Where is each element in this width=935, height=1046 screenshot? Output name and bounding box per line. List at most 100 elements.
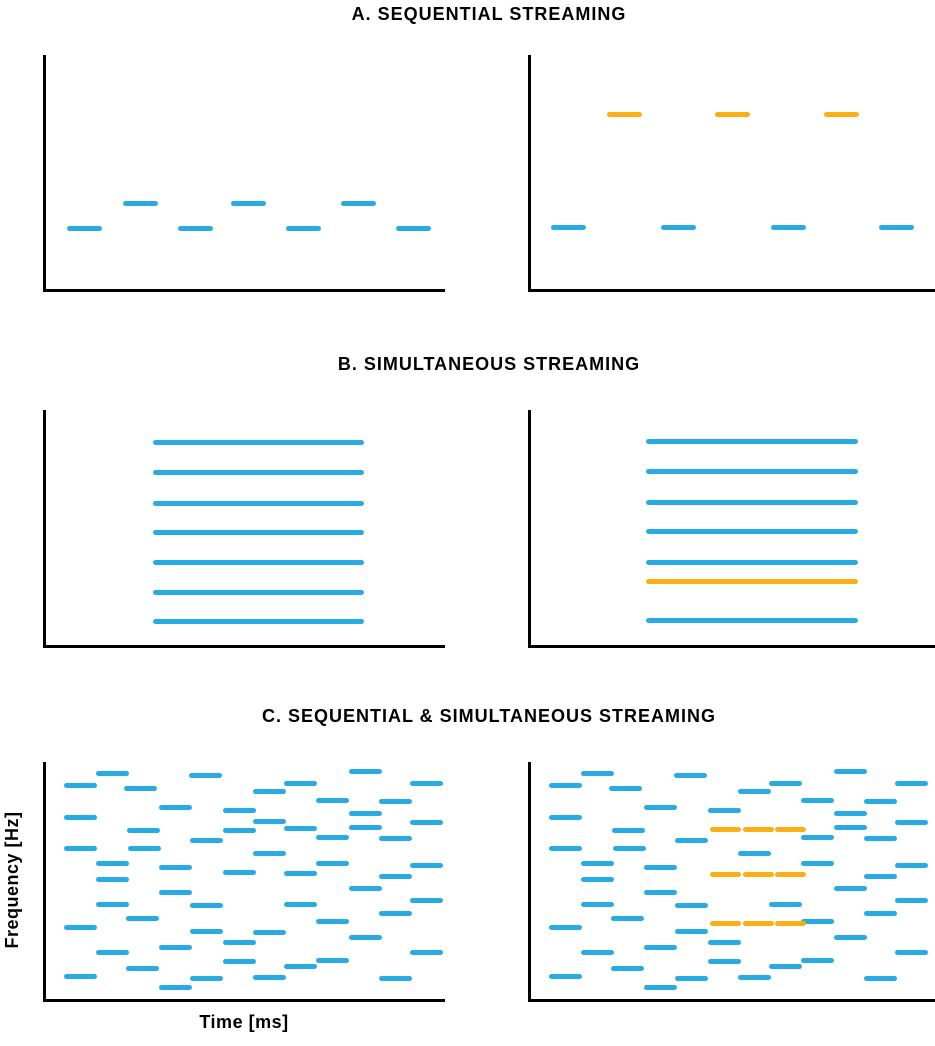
tone-dash-blue (283, 901, 317, 907)
tone-dash-blue (315, 918, 349, 924)
panel-a-right-two-streams (528, 55, 935, 292)
tone-dash-blue (548, 782, 582, 788)
tone-dash-blue (608, 785, 642, 791)
tone-dash-blue (833, 824, 867, 830)
tone-dash-blue (222, 807, 256, 813)
tone-dash-orange (774, 920, 806, 926)
tone-dash-blue (800, 957, 834, 963)
tone-dash-blue (409, 819, 443, 825)
tone-dash-blue (863, 835, 897, 841)
section-c-title: C. SEQUENTIAL & SIMULTANEOUS STREAMING (261, 706, 716, 726)
tone-dash-blue (610, 965, 644, 971)
tone-dash-blue (612, 845, 646, 851)
tone-dash-blue (95, 949, 129, 955)
tone-dash-blue (177, 225, 213, 231)
tone-dash-blue (152, 469, 364, 475)
tone-dash-blue (409, 780, 443, 786)
tone-dash-blue (707, 958, 741, 964)
tone-dash-blue (646, 528, 858, 534)
tone-dash-blue (283, 870, 317, 876)
tone-dash-blue (548, 924, 582, 930)
tone-dash-blue (646, 617, 858, 623)
tone-dash-blue (152, 618, 364, 624)
tone-dash-blue (123, 785, 157, 791)
tone-dash-blue (768, 963, 802, 969)
y-axis-label: Frequency [Hz] (2, 811, 22, 949)
tone-dash-blue (548, 814, 582, 820)
tone-dash-blue (189, 975, 223, 981)
tone-dash-blue (152, 439, 364, 445)
tone-dash-blue (646, 499, 858, 505)
tone-dash-blue (770, 224, 806, 230)
tone-dash-blue (315, 834, 349, 840)
tone-dash-blue (409, 897, 443, 903)
tone-dash-blue (158, 864, 192, 870)
panel-c-left-random-ground (43, 762, 445, 1002)
tone-dash-blue (340, 200, 376, 206)
tone-dash-blue (252, 788, 286, 794)
tone-dash-blue (122, 200, 158, 206)
tone-dash-blue (158, 804, 192, 810)
tone-dash-blue (550, 224, 586, 230)
tone-dash-blue (643, 984, 677, 990)
tone-dash-blue (95, 876, 129, 882)
tone-dash-blue (800, 834, 834, 840)
tone-dash-blue (409, 862, 443, 868)
tone-dash-blue (222, 869, 256, 875)
tone-dash-blue (158, 889, 192, 895)
panel-a-left-one-stream (43, 55, 445, 292)
tone-dash-blue (800, 918, 834, 924)
tone-dash-blue (894, 949, 928, 955)
tone-dash-orange (823, 111, 859, 117)
tone-dash-blue (63, 924, 97, 930)
tone-dash-blue (125, 965, 159, 971)
tone-dash-orange (714, 111, 750, 117)
tone-dash-blue (580, 949, 614, 955)
tone-dash-blue (283, 780, 317, 786)
tone-dash-blue (674, 975, 708, 981)
tone-dash-blue (152, 500, 364, 506)
tone-dash-blue (66, 225, 102, 231)
tone-dash-blue (152, 559, 364, 565)
tone-dash-blue (95, 901, 129, 907)
tone-dash-orange (646, 578, 858, 584)
tone-dash-blue (863, 910, 897, 916)
tone-dash-blue (643, 944, 677, 950)
tone-dash-blue (707, 807, 741, 813)
tone-dash-blue (611, 827, 645, 833)
tone-dash-blue (580, 770, 614, 776)
tone-dash-blue (768, 901, 802, 907)
tone-dash-blue (378, 873, 412, 879)
section-b-title: B. SIMULTANEOUS STREAMING (337, 354, 641, 374)
tone-dash-orange (742, 871, 774, 877)
tone-dash-blue (580, 901, 614, 907)
tone-dash-blue (548, 973, 582, 979)
tone-dash-blue (378, 975, 412, 981)
tone-dash-blue (894, 780, 928, 786)
tone-dash-blue (674, 837, 708, 843)
tone-dash-blue (768, 780, 802, 786)
tone-dash-blue (737, 850, 771, 856)
tone-dash-blue (894, 862, 928, 868)
tone-dash-blue (580, 876, 614, 882)
tone-dash-blue (125, 915, 159, 921)
tone-dash-orange (709, 920, 741, 926)
tone-dash-blue (737, 788, 771, 794)
tone-dash-blue (189, 837, 223, 843)
tone-dash-blue (188, 772, 222, 778)
tone-dash-orange (774, 871, 806, 877)
section-a-title: A. SEQUENTIAL STREAMING (351, 4, 627, 24)
tone-dash-blue (674, 928, 708, 934)
tone-dash-blue (737, 974, 771, 980)
tone-dash-blue (878, 224, 914, 230)
tone-dash-blue (646, 438, 858, 444)
tone-dash-blue (646, 559, 858, 565)
panel-b-left-harmonic-complex (43, 410, 445, 648)
tone-dash-blue (800, 860, 834, 866)
tone-dash-blue (285, 225, 321, 231)
tone-dash-blue (348, 810, 382, 816)
tone-dash-blue (158, 944, 192, 950)
tone-dash-orange (742, 920, 774, 926)
tone-dash-blue (863, 873, 897, 879)
